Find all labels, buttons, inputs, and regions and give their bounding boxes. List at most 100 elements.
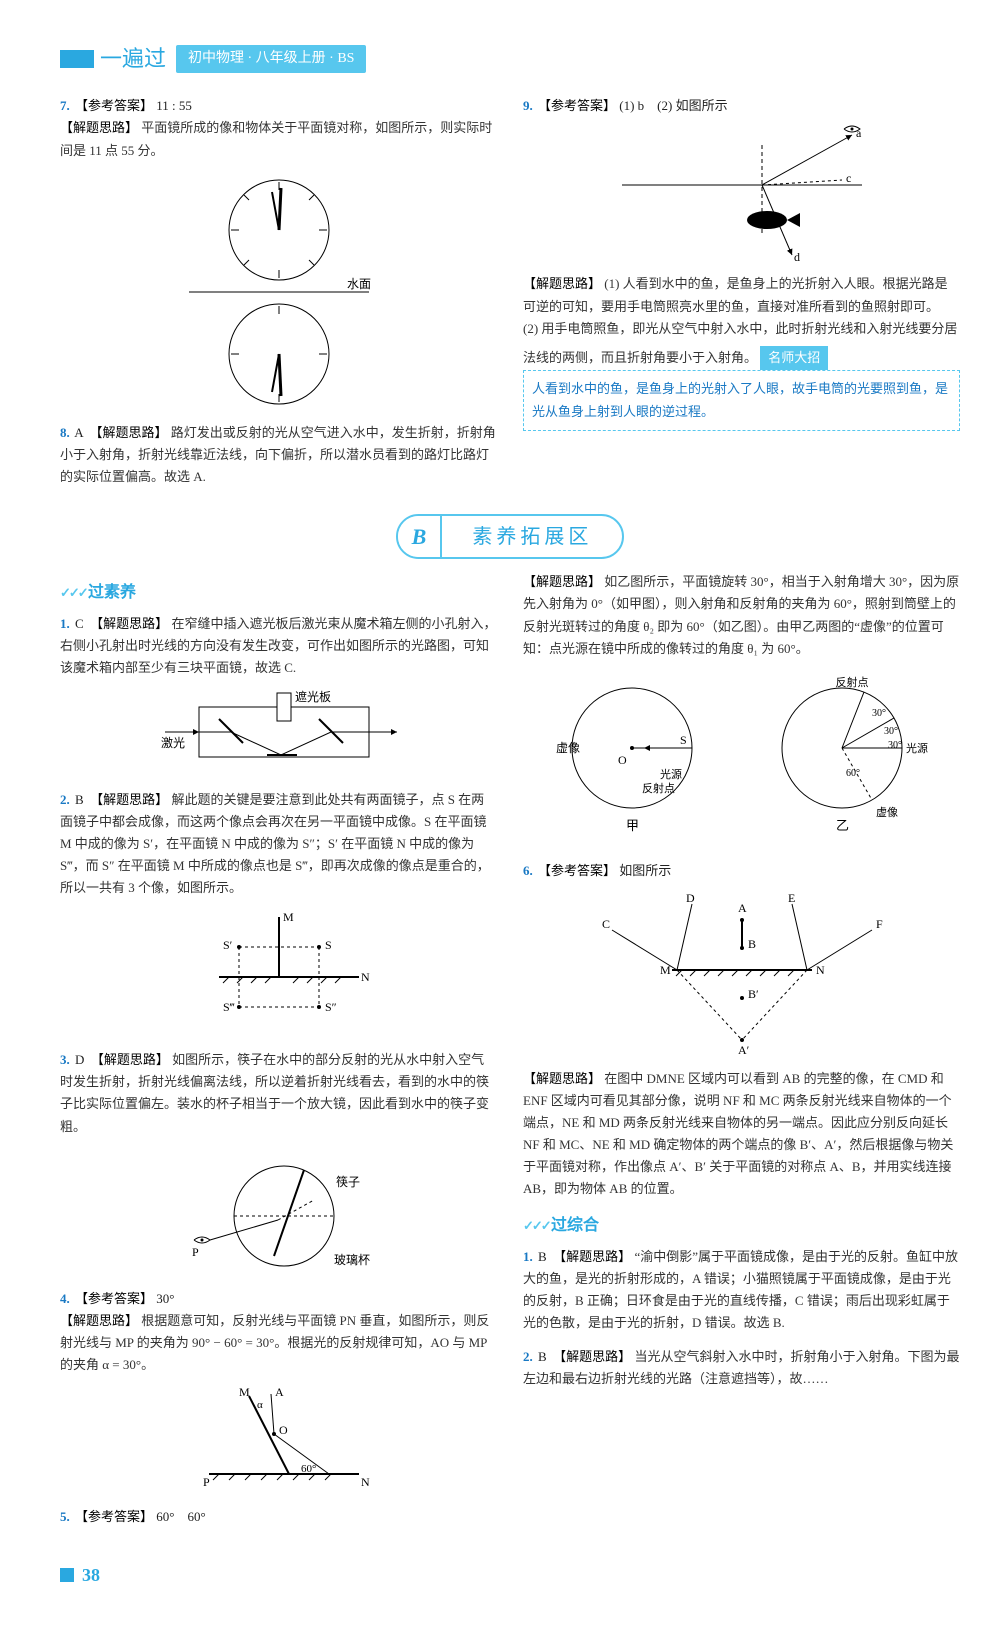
r6-exp-label: 【解题思路】 xyxy=(523,1071,601,1086)
rtop-img-r: 虚像 xyxy=(876,806,898,819)
q9: 9. 【参考答案】 (1) b (2) 如图所示 a c xyxy=(523,95,960,430)
q9-c: c xyxy=(846,171,851,185)
l1-ans: C xyxy=(75,616,84,631)
q9-d: d xyxy=(794,250,800,264)
l2-num: 2. xyxy=(60,792,70,807)
l5-ans: 60° 60° xyxy=(156,1509,205,1524)
r6-ans-label: 【参考答案】 xyxy=(538,863,616,878)
logo-text: 一遍过 xyxy=(100,40,166,77)
rtop-S: S xyxy=(680,733,687,747)
l2-N: N xyxy=(361,970,370,984)
l5-num: 5. xyxy=(60,1509,70,1524)
lower-columns: 过素养 1. C 【解题思路】 在窄缝中插入遮光板后激光束从魔术箱左侧的小孔射入… xyxy=(60,571,960,1540)
l3-ans: D xyxy=(75,1052,84,1067)
callout-text: 人看到水中的鱼，是鱼身上的光射入了人眼，故手电筒的光要照到鱼，是光从鱼身上射到人… xyxy=(532,381,948,419)
l4-A: A xyxy=(275,1385,284,1399)
r6-N: N xyxy=(816,963,825,977)
page-header: 一遍过 初中物理 · 八年级上册 · BS xyxy=(60,40,960,77)
r-top-figure: O S 虚像 光源 反射点 甲 30° 30° 30° xyxy=(523,668,960,848)
r6-Ap: A′ xyxy=(738,1043,750,1057)
q9-exp2: (2) 用手电筒照鱼，即光从空气中射入水中，此时折射光线和入射光线要分居法线的两… xyxy=(523,321,957,365)
l4-ans-label: 【参考答案】 xyxy=(75,1291,153,1306)
rtop-O: O xyxy=(618,753,627,767)
l2: 2. B 【解题思路】 解此题的关键是要注意到此处共有两面镜子，点 S 在两面镜… xyxy=(60,789,497,1037)
q9-ans-label: 【参考答案】 xyxy=(538,98,616,113)
rtop-src-r: 光源 xyxy=(906,741,928,755)
rtop-refl-l: 反射点 xyxy=(642,781,675,795)
upper-columns: 7. 【参考答案】 11 : 55 【解题思路】 平面镜所成的像和物体关于平面镜… xyxy=(60,95,960,500)
q9-figure: a c d xyxy=(523,125,960,265)
l2-exp-label: 【解题思路】 xyxy=(90,792,168,807)
l4-P: P xyxy=(203,1475,210,1489)
r2b-ans: B xyxy=(538,1349,547,1364)
rtop-30a: 30° xyxy=(872,708,886,719)
section-b-banner: B 素养拓展区 xyxy=(60,514,960,559)
lower-left-col: 过素养 1. C 【解题思路】 在窄缝中插入遮光板后激光束从魔术箱左侧的小孔射入… xyxy=(60,571,497,1540)
r-top-label: 【解题思路】 xyxy=(523,574,601,589)
r6-F: F xyxy=(876,917,883,931)
rtop-cap-r: 乙 xyxy=(836,818,849,833)
upper-right-col: 9. 【参考答案】 (1) b (2) 如图所示 a c xyxy=(523,95,960,500)
l3-exp-label: 【解题思路】 xyxy=(91,1052,169,1067)
q7-ans: 11 : 55 xyxy=(156,98,192,113)
q8-exp-label: 【解题思路】 xyxy=(89,425,167,440)
r1b-ans: B xyxy=(538,1249,547,1264)
l2-Sppp: S‴ xyxy=(223,1000,235,1014)
l3-num: 3. xyxy=(60,1052,70,1067)
sub-heading-right: 过综合 xyxy=(523,1212,960,1239)
q7-water-label: 水面 xyxy=(347,277,371,291)
r2b-exp-label: 【解题思路】 xyxy=(553,1349,631,1364)
l4: 4. 【参考答案】 30° 【解题思路】 根据题意可知，反射光线与平面镜 PN … xyxy=(60,1288,497,1494)
r6-E: E xyxy=(788,891,795,905)
callout-box: 人看到水中的鱼，是鱼身上的光射入了人眼，故手电筒的光要照到鱼，是光从鱼身上射到人… xyxy=(523,370,960,431)
l1-block: 遮光板 xyxy=(295,689,331,704)
q9-exp-label: 【解题思路】 xyxy=(523,276,601,291)
q8: 8. A 【解题思路】 路灯发出或反射的光从空气进入水中，发生折射，折射角小于入… xyxy=(60,422,497,488)
l2-M: M xyxy=(283,910,294,924)
l1-num: 1. xyxy=(60,616,70,631)
rtop-img-l: 虚像 xyxy=(556,741,580,755)
r6-A: A xyxy=(738,901,747,915)
l4-alpha: α xyxy=(257,1399,263,1411)
l3-chop: 筷子 xyxy=(336,1174,360,1189)
l4-figure: P N M A O 60° α xyxy=(60,1384,497,1494)
l2-figure: M N S S′ S″ S‴ xyxy=(60,907,497,1037)
q7: 7. 【参考答案】 11 : 55 【解题思路】 平面镜所成的像和物体关于平面镜… xyxy=(60,95,497,409)
header-pill: 初中物理 · 八年级上册 · BS xyxy=(176,45,366,73)
r1b-num: 1. xyxy=(523,1249,533,1264)
rtop-src-l: 光源 xyxy=(660,767,682,781)
q7-exp-label: 【解题思路】 xyxy=(60,120,138,135)
q8-ans: A xyxy=(74,425,83,440)
r6-exp: 在图中 DMNE 区域内可以看到 AB 的完整的像，在 CMD 和 ENF 区域… xyxy=(523,1071,953,1196)
l5-ans-label: 【参考答案】 xyxy=(75,1509,153,1524)
r6-B: B xyxy=(748,937,756,951)
l3: 3. D 【解题思路】 如图所示，筷子在水中的部分反射的光从水中射入空气时发生折… xyxy=(60,1049,497,1275)
rtop-30c: 30° xyxy=(888,740,902,751)
q7-num: 7. xyxy=(60,98,70,113)
l3-figure: 筷子 玻璃杯 P xyxy=(60,1146,497,1276)
q8-num: 8. xyxy=(60,425,70,440)
rtop-refl-r: 反射点 xyxy=(835,675,868,689)
r6-num: 6. xyxy=(523,863,533,878)
l2-ans: B xyxy=(75,792,84,807)
r1b-exp-label: 【解题思路】 xyxy=(553,1249,631,1264)
r6-Bp: B′ xyxy=(748,987,759,1001)
l4-num: 4. xyxy=(60,1291,70,1306)
section-b-title: 素养拓展区 xyxy=(442,518,622,556)
l1: 1. C 【解题思路】 在窄缝中插入遮光板后激光束从魔术箱左侧的小孔射入，右侧小… xyxy=(60,613,497,777)
sub-heading-left: 过素养 xyxy=(60,579,497,606)
l2-Sp: S′ xyxy=(223,938,233,952)
section-b-letter: B xyxy=(398,516,443,557)
callout-tag: 名师大招 xyxy=(760,346,828,370)
l4-ans: 30° xyxy=(156,1291,174,1306)
r6-D: D xyxy=(686,891,695,905)
l2-exp: 解此题的关键是要注意到此处共有两面镜子，点 S 在两面镜子中都会成像，而这两个像… xyxy=(60,792,490,895)
q7-figure: 水面 xyxy=(60,170,497,410)
r1b: 1. B 【解题思路】 “渝中倒影”属于平面镜成像，是由于光的反射。鱼缸中放大的… xyxy=(523,1246,960,1334)
r-top: 【解题思路】 如乙图所示，平面镜旋转 30°，相当于入射角增大 30°，因为原先… xyxy=(523,571,960,847)
r2b-num: 2. xyxy=(523,1349,533,1364)
l1-figure: 遮光板 激光 xyxy=(60,687,497,777)
l2-S: S xyxy=(325,938,332,952)
rtop-cap-l: 甲 xyxy=(626,818,639,833)
q9-ans: (1) b (2) 如图所示 xyxy=(619,98,727,113)
